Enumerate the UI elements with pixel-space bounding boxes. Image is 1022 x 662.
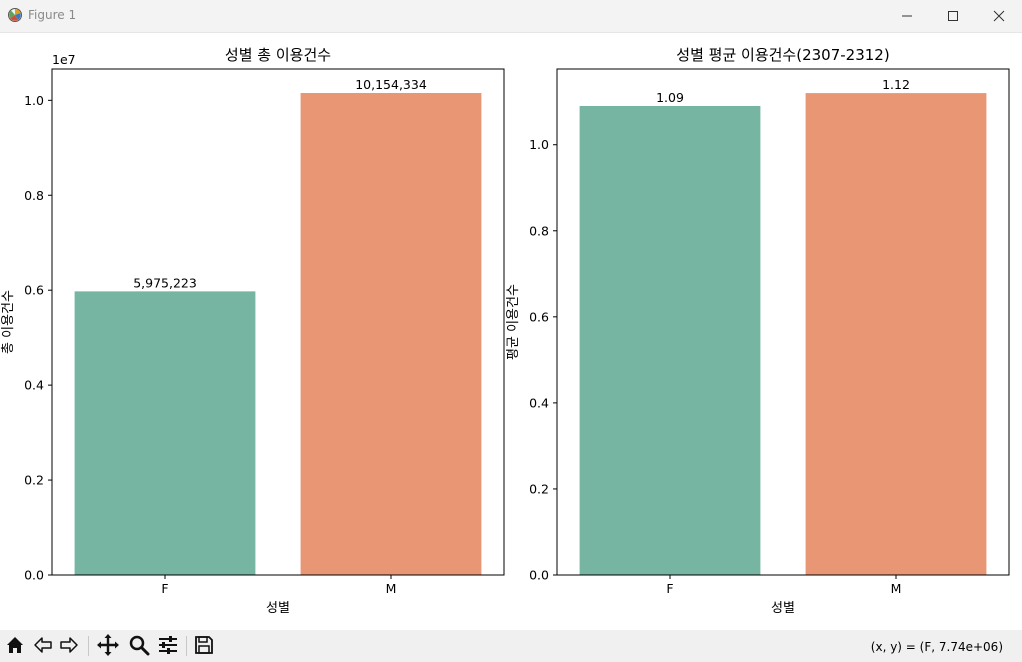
y-tick-label: 0.8	[24, 188, 44, 203]
bar-value-label: 1.12	[882, 77, 910, 92]
forward-icon	[58, 634, 80, 660]
zoom-icon	[128, 634, 150, 660]
y-axis-label: 평균 이용건수	[506, 284, 521, 360]
x-axis-label: 성별	[266, 601, 290, 616]
y-tick-label: 0.4	[529, 395, 549, 410]
bar-m	[300, 93, 482, 575]
navigation-toolbar: (x, y) = (F, 7.74e+06)	[0, 630, 1022, 662]
bar-m	[805, 93, 987, 575]
bar-value-label: 5,975,223	[133, 275, 197, 290]
bar-value-label: 1.09	[656, 90, 684, 105]
maximize-button[interactable]	[930, 0, 976, 32]
y-offset-text: 1e7	[52, 52, 76, 67]
y-tick-label: 0.2	[529, 481, 549, 496]
configure-subplots-icon	[157, 634, 179, 660]
home-icon	[4, 634, 26, 660]
axes-frame	[51, 68, 505, 576]
toolbar-separator	[88, 636, 89, 656]
x-tick-label: M	[386, 581, 397, 596]
toolbar-separator	[186, 636, 187, 656]
configure-subplots-button[interactable]	[156, 635, 180, 659]
minimize-button[interactable]	[884, 0, 930, 32]
y-axis-label: 총 이용건수	[1, 290, 16, 354]
y-tick-label: 0.0	[24, 568, 44, 583]
x-tick-label: F	[161, 581, 168, 596]
back-button[interactable]	[31, 635, 55, 659]
window-titlebar: Figure 1	[0, 0, 1022, 33]
pan-icon	[96, 633, 120, 661]
save-button[interactable]	[192, 635, 216, 659]
back-icon	[32, 634, 54, 660]
y-tick-label: 0.4	[24, 378, 44, 393]
y-tick-label: 0.6	[24, 283, 44, 298]
bar-f	[579, 106, 761, 575]
cursor-coordinates: (x, y) = (F, 7.74e+06)	[870, 640, 1003, 654]
x-tick-label: M	[891, 581, 902, 596]
chart-title: 성별 평균 이용건수(2307-2312)	[676, 46, 889, 64]
y-tick-label: 0.2	[24, 473, 44, 488]
chart-title: 성별 총 이용건수	[225, 46, 331, 64]
minimize-icon	[901, 7, 913, 26]
axes-frame	[556, 68, 1010, 576]
y-tick-label: 0.8	[529, 223, 549, 238]
figure-canvas[interactable]: 성별 총 이용건수 5,975,223 F 10,154,334 M 0.0 0.2 0.4 0…	[0, 32, 1022, 630]
close-icon	[993, 7, 1005, 26]
y-tick-label: 0.0	[529, 568, 549, 583]
save-icon	[193, 634, 215, 660]
zoom-button[interactable]	[127, 635, 151, 659]
forward-button[interactable]	[57, 635, 81, 659]
maximize-icon	[947, 7, 959, 26]
x-tick-label: F	[666, 581, 673, 596]
pan-button[interactable]	[96, 633, 120, 661]
home-button[interactable]	[3, 635, 27, 659]
y-tick-label: 0.6	[529, 309, 549, 324]
matplotlib-icon	[7, 7, 23, 23]
y-tick-label: 1.0	[24, 93, 44, 108]
figure-svg: 성별 총 이용건수 5,975,223 F 10,154,334 M 0.0 0.2 0.4 0…	[1, 46, 1010, 616]
y-tick-label: 1.0	[529, 137, 549, 152]
close-button[interactable]	[976, 0, 1022, 32]
x-axis-label: 성별	[771, 601, 795, 616]
window-title: Figure 1	[28, 8, 77, 22]
bar-value-label: 10,154,334	[355, 77, 427, 92]
bar-f	[74, 291, 256, 575]
